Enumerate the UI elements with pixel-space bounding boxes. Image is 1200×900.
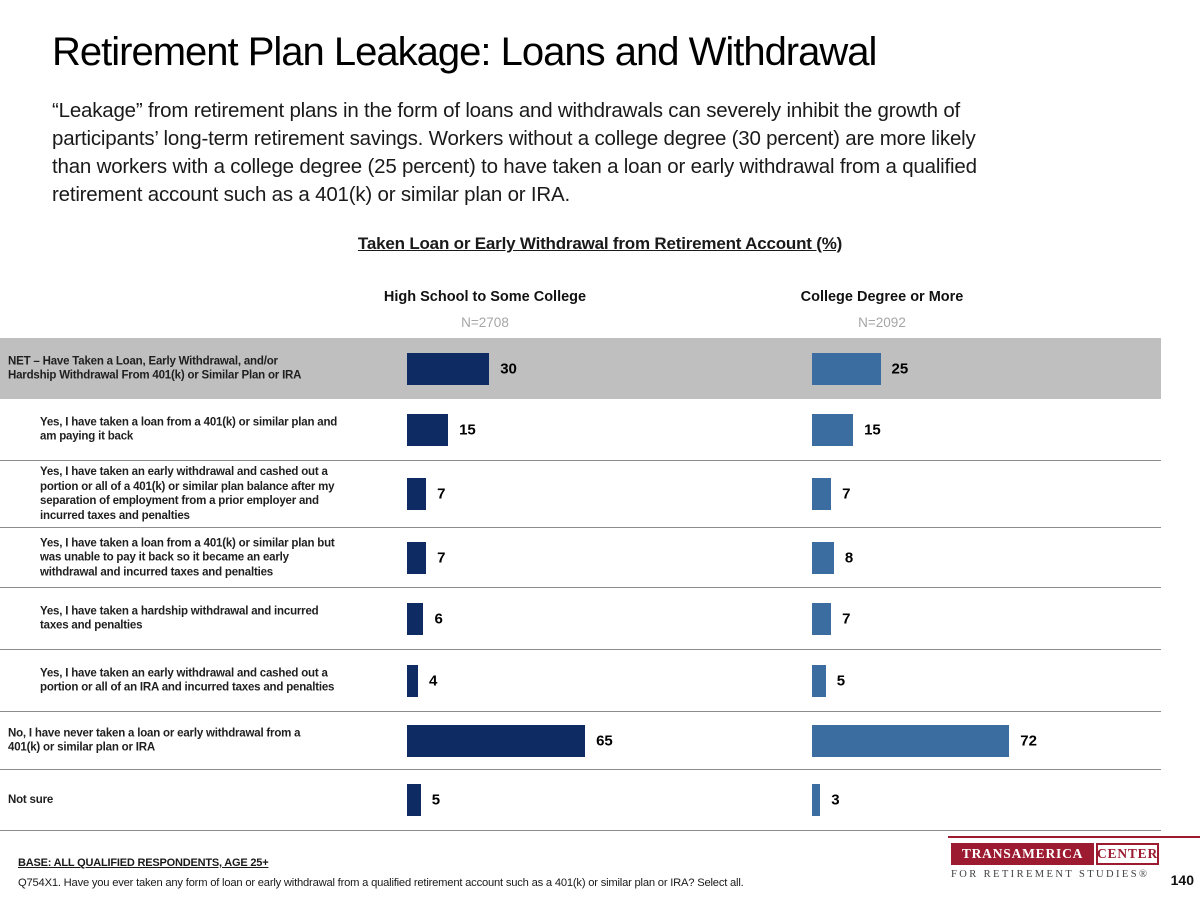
bar-value: 15 [459, 421, 476, 438]
bar-college [812, 724, 1010, 757]
base-note: BASE: ALL QUALIFIED RESPONDENTS, AGE 25+ [18, 857, 269, 869]
table-row: Yes, I have taken an early withdrawal an… [0, 461, 1161, 528]
bar-college [812, 541, 834, 574]
bar-value: 72 [1020, 732, 1037, 749]
bar-value: 7 [842, 610, 851, 627]
logo-tagline: FOR RETIREMENT STUDIES® [951, 869, 1150, 880]
row-label: Yes, I have taken a loan from a 401(k) o… [40, 416, 338, 443]
row-label: Yes, I have taken a hardship withdrawal … [40, 605, 319, 632]
bar-college [812, 478, 832, 510]
bar-high-school [407, 664, 418, 697]
bar-value: 15 [864, 421, 881, 438]
row-label: Yes, I have taken a loan from a 401(k) o… [40, 536, 335, 578]
bar-high-school [407, 602, 424, 635]
logo-center-box: CENTER [1096, 843, 1159, 865]
sample-size-college: N=2092 [858, 315, 906, 330]
bar-value: 5 [431, 791, 441, 809]
sample-size-high-school: N=2708 [461, 315, 509, 330]
bar-value: 7 [437, 485, 446, 503]
bar-value: 7 [437, 549, 446, 566]
bar-college [812, 352, 881, 385]
table-row: Yes, I have taken a hardship withdrawal … [0, 588, 1161, 650]
bar-high-school [407, 784, 421, 816]
bar-value: 5 [836, 672, 846, 689]
bar-college [812, 602, 832, 635]
logo-transamerica-box: TRANSAMERICA [951, 843, 1094, 865]
column-header-high-school: High School to Some College [383, 289, 587, 305]
column-header-college: College Degree or More [800, 289, 964, 305]
bar-high-school [407, 541, 427, 574]
bar-high-school [407, 724, 586, 757]
bar-high-school [407, 413, 449, 446]
table-row: Yes, I have taken an early withdrawal an… [0, 650, 1161, 712]
row-label: NET – Have Taken a Loan, Early Withdrawa… [8, 355, 302, 382]
bar-value: 65 [596, 732, 613, 749]
row-label: Yes, I have taken an early withdrawal an… [40, 667, 335, 694]
transamerica-logo: TRANSAMERICA CENTER FOR RETIREMENT STUDI… [951, 843, 1159, 880]
page-title: Retirement Plan Leakage: Loans and Withd… [52, 30, 877, 74]
bar-high-school [407, 478, 427, 510]
logo-row: TRANSAMERICA CENTER [951, 843, 1159, 865]
logo-divider-line [948, 836, 1200, 838]
row-label: Not sure [8, 793, 54, 806]
chart-title-wrap: Taken Loan or Early Withdrawal from Reti… [0, 234, 1200, 254]
bar-value: 8 [844, 549, 854, 566]
intro-text: “Leakage” from retirement plans in the f… [52, 99, 977, 206]
table-row: Not sure 5 3 [0, 770, 1161, 831]
bar-value: 4 [428, 672, 438, 689]
bar-value: 3 [831, 791, 840, 809]
chart-title: Taken Loan or Early Withdrawal from Reti… [357, 234, 843, 253]
row-label: No, I have never taken a loan or early w… [8, 727, 301, 754]
table-row: No, I have never taken a loan or early w… [0, 712, 1161, 770]
table-row: Yes, I have taken a loan from a 401(k) o… [0, 528, 1161, 588]
row-label: Yes, I have taken an early withdrawal an… [40, 466, 335, 522]
bar-high-school [407, 352, 490, 385]
net-row: NET – Have Taken a Loan, Early Withdrawa… [0, 338, 1161, 399]
bar-chart: NET – Have Taken a Loan, Early Withdrawa… [0, 338, 1161, 831]
bar-college [812, 664, 826, 697]
bar-value: 6 [434, 610, 443, 627]
bar-value: 30 [500, 360, 517, 377]
bar-value: 25 [891, 360, 909, 377]
bar-college [812, 413, 854, 446]
table-row: Yes, I have taken a loan from a 401(k) o… [0, 399, 1161, 461]
page-number: 140 [1170, 872, 1194, 888]
question-note: Q754X1. Have you ever taken any form of … [18, 877, 744, 889]
bar-college [812, 784, 821, 816]
bar-value: 7 [842, 485, 851, 503]
